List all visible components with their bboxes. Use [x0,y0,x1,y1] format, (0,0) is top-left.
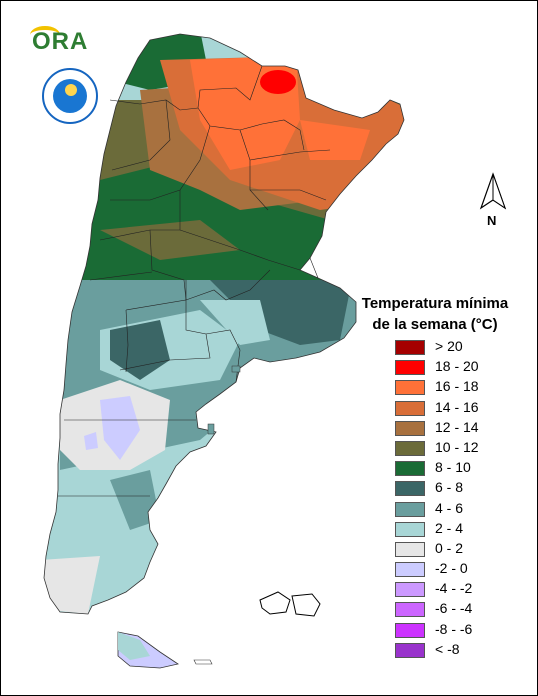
legend-item: 10 - 12 [395,438,535,458]
north-label: N [487,213,497,228]
legend-swatch [395,602,425,618]
legend-label: 4 - 6 [435,499,464,516]
legend-label: 14 - 16 [435,398,479,415]
legend-swatch [395,340,425,355]
legend-swatch [395,642,425,658]
legend-item: 4 - 6 [395,499,535,519]
legend-label: 8 - 10 [435,459,471,476]
legend-swatch [395,420,425,436]
legend-label: < -8 [435,640,460,657]
legend-label: 0 - 2 [435,539,464,556]
legend-item: -4 - -2 [395,579,535,599]
legend-swatch [395,380,425,396]
legend-swatch [395,541,425,557]
legend-title-line1: Temperatura mínima [361,295,509,312]
legend-item: < -8 [395,640,535,660]
legend-swatch [395,440,425,456]
legend-swatch [395,521,425,537]
legend-label: 18 - 20 [435,358,479,375]
legend-item: 14 - 16 [395,398,535,418]
legend-item: -8 - -6 [395,620,535,640]
legend-title: Temperatura mínima de la semana (°C) [345,293,525,335]
legend-title-line2: de la semana (°C) [372,316,498,333]
legend-swatch [395,400,425,416]
legend-label: 12 - 14 [435,418,479,435]
legend-label: -2 - 0 [435,560,468,577]
legend-label: -6 - -4 [435,600,473,617]
malvinas-islands [259,591,321,617]
legend-swatch [395,501,425,517]
legend-swatch [395,461,425,477]
legend-item: 8 - 10 [395,458,535,478]
legend-swatch [395,481,425,497]
legend-label: > 20 [435,338,463,354]
isla-de-los-estados [193,659,213,665]
legend-item: -2 - 0 [395,559,535,579]
legend-item: 0 - 2 [395,539,535,559]
argentina-outline [43,33,405,615]
legend-label: 16 - 18 [435,378,479,395]
legend-label: 6 - 8 [435,479,464,496]
legend-label: 2 - 4 [435,519,464,536]
legend-label: 10 - 12 [435,438,479,455]
north-arrow-icon [479,172,507,210]
legend-item: 12 - 14 [395,418,535,438]
legend: > 20 18 - 20 16 - 18 14 - 16 12 - 14 10 - 12 8… [395,337,535,660]
legend-label: -8 - -6 [435,620,473,637]
province-boundaries [58,65,331,497]
ora-logo: ORA [32,28,89,55]
ora-logo-swoosh [30,26,60,44]
legend-swatch [395,622,425,638]
legend-item: 16 - 18 [395,377,535,397]
smn-seal-logo [42,68,98,124]
legend-label: -4 - -2 [435,580,473,597]
legend-swatch [395,360,425,376]
legend-item: 2 - 4 [395,519,535,539]
legend-item: -6 - -4 [395,599,535,619]
legend-swatch [395,562,425,578]
legend-swatch [395,582,425,598]
legend-item: 6 - 8 [395,478,535,498]
legend-item: > 20 [395,337,535,357]
legend-item: 18 - 20 [395,357,535,377]
